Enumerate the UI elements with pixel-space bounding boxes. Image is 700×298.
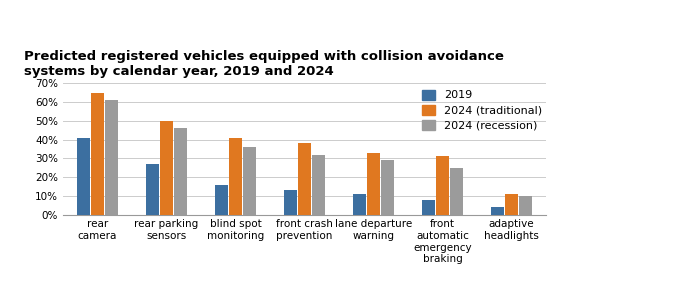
Bar	[298, 143, 311, 215]
Bar	[519, 196, 531, 215]
Bar	[354, 194, 366, 215]
Bar	[146, 164, 159, 215]
Bar	[436, 156, 449, 215]
Bar	[105, 100, 118, 215]
Bar	[91, 93, 104, 215]
Bar	[491, 207, 504, 215]
Bar	[78, 138, 90, 215]
Bar	[230, 138, 242, 215]
Bar	[284, 190, 297, 215]
Bar	[243, 147, 256, 215]
Bar	[160, 121, 173, 215]
Bar	[423, 200, 435, 215]
Legend: 2019, 2024 (traditional), 2024 (recession): 2019, 2024 (traditional), 2024 (recessio…	[419, 86, 545, 134]
Bar	[174, 128, 186, 215]
Bar	[368, 153, 379, 215]
Bar	[505, 194, 518, 215]
Bar	[216, 184, 228, 215]
Bar	[312, 155, 325, 215]
Bar	[381, 160, 393, 215]
Text: Predicted registered vehicles equipped with collision avoidance
systems by calen: Predicted registered vehicles equipped w…	[25, 50, 504, 78]
Bar	[450, 168, 463, 215]
